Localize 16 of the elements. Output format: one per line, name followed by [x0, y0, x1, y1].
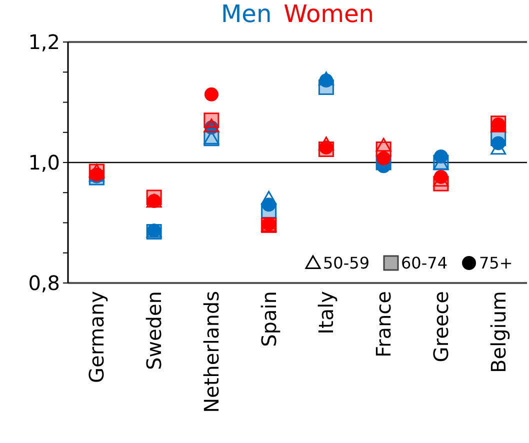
- x-tick-label: France: [372, 291, 396, 358]
- x-tick-label: Belgium: [486, 291, 510, 373]
- annotation: 50-59: [323, 254, 370, 273]
- text: Women: [284, 0, 374, 28]
- x-tick-label: Greece: [428, 291, 453, 362]
- y-tick-label: 1,0: [28, 150, 60, 174]
- annotation: 75+: [479, 254, 513, 273]
- x-tick-label: Spain: [256, 291, 281, 347]
- x-tick-label: Italy: [314, 290, 338, 334]
- annotation: 60-74: [401, 254, 448, 273]
- y-tick-label: 0,8: [28, 271, 60, 295]
- x-tick-label: Netherlands: [199, 291, 224, 413]
- text: Men: [220, 0, 272, 28]
- x-tick-label: Sweden: [142, 291, 166, 370]
- x-tick-label: Germany: [84, 290, 109, 383]
- y-tick-label: 1,2: [28, 30, 60, 54]
